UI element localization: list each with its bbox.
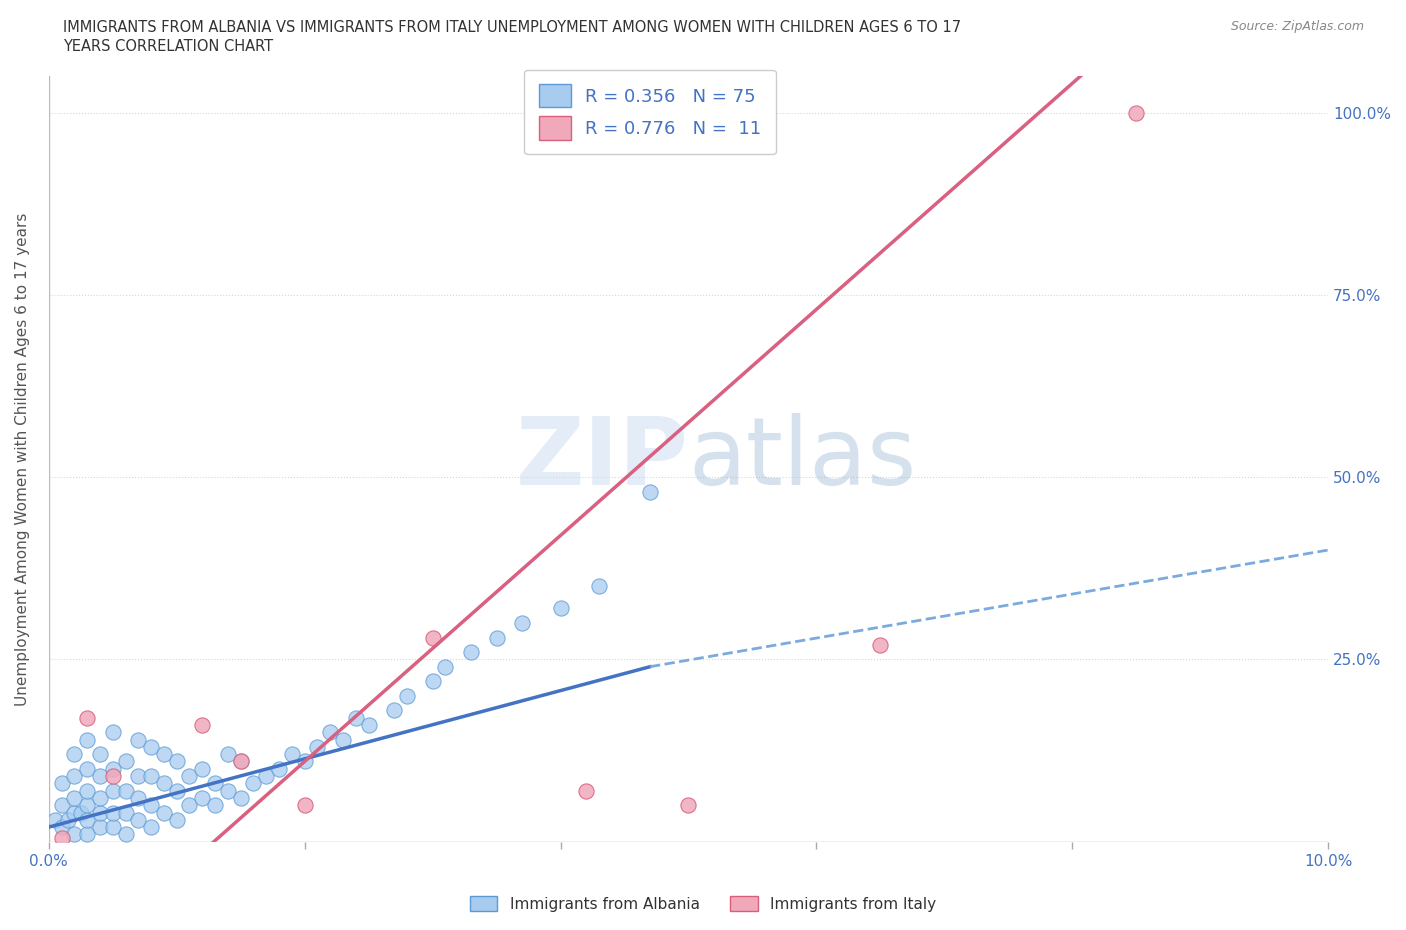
Point (89, 805, 111, 820)
Point (485, 631, 508, 645)
Point (139, 798, 162, 813)
Point (166, 783, 188, 798)
Y-axis label: Unemployment Among Women with Children Ages 6 to 17 years: Unemployment Among Women with Children A… (15, 212, 30, 706)
Point (63, 768, 86, 783)
Point (307, 739, 329, 754)
Point (869, 637, 891, 652)
Point (319, 724, 342, 739)
Point (588, 579, 610, 594)
Point (382, 703, 405, 718)
Point (229, 790, 252, 805)
Point (101, 724, 124, 739)
Point (294, 754, 316, 769)
Point (344, 711, 367, 725)
Point (422, 631, 444, 645)
Text: YEARS CORRELATION CHART: YEARS CORRELATION CHART (63, 39, 273, 54)
Point (63, 827, 86, 842)
Point (510, 616, 533, 631)
Point (678, 798, 700, 813)
Legend: R = 0.356   N = 75, R = 0.776   N =  11: R = 0.356 N = 75, R = 0.776 N = 11 (524, 70, 776, 154)
Point (76, 827, 98, 842)
Point (638, 485, 661, 499)
Point (153, 747, 176, 762)
Point (63, 790, 86, 805)
Point (357, 718, 380, 733)
Point (217, 783, 239, 798)
Point (294, 798, 316, 813)
Point (179, 798, 201, 813)
Point (191, 762, 214, 777)
Point (204, 798, 226, 813)
Legend: Immigrants from Albania, Immigrants from Italy: Immigrants from Albania, Immigrants from… (464, 889, 942, 918)
Point (127, 790, 149, 805)
Point (153, 776, 176, 790)
Point (56, 813, 79, 828)
Point (166, 754, 188, 769)
Point (76, 732, 98, 747)
Point (434, 659, 457, 674)
Point (166, 813, 188, 828)
Point (63, 805, 86, 820)
Point (114, 805, 136, 820)
Point (281, 747, 304, 762)
Point (51, 830, 73, 845)
Point (550, 601, 572, 616)
Point (101, 762, 124, 777)
Point (101, 805, 124, 820)
Point (127, 768, 149, 783)
Point (422, 674, 444, 689)
Point (139, 819, 162, 834)
Point (101, 819, 124, 834)
Text: atlas: atlas (689, 413, 917, 505)
Point (395, 688, 418, 703)
Point (229, 754, 252, 769)
Point (179, 768, 201, 783)
Point (76, 783, 98, 798)
Point (127, 813, 149, 828)
Point (89, 747, 111, 762)
Point (229, 754, 252, 769)
Point (44, 813, 66, 828)
Point (217, 747, 239, 762)
Point (204, 776, 226, 790)
Point (153, 805, 176, 820)
Point (63, 747, 86, 762)
Point (114, 783, 136, 798)
Text: IMMIGRANTS FROM ALBANIA VS IMMIGRANTS FROM ITALY UNEMPLOYMENT AMONG WOMEN WITH C: IMMIGRANTS FROM ALBANIA VS IMMIGRANTS FR… (63, 20, 962, 35)
Point (575, 783, 598, 798)
Point (76, 813, 98, 828)
Text: ZIP: ZIP (516, 413, 689, 505)
Point (76, 711, 98, 725)
Point (114, 827, 136, 842)
Point (242, 776, 264, 790)
Point (127, 732, 149, 747)
Point (101, 783, 124, 798)
Point (76, 798, 98, 813)
Point (101, 768, 124, 783)
Point (89, 790, 111, 805)
Point (254, 768, 277, 783)
Point (1125, 105, 1147, 120)
Point (89, 819, 111, 834)
Point (460, 644, 482, 659)
Point (139, 768, 162, 783)
Point (51, 776, 73, 790)
Point (139, 739, 162, 754)
Point (51, 798, 73, 813)
Point (191, 790, 214, 805)
Point (69, 805, 91, 820)
Point (191, 718, 214, 733)
Point (51, 819, 73, 834)
Text: Source: ZipAtlas.com: Source: ZipAtlas.com (1230, 20, 1364, 33)
Point (332, 732, 354, 747)
Point (76, 762, 98, 777)
Point (267, 762, 290, 777)
Point (89, 768, 111, 783)
Point (114, 754, 136, 769)
